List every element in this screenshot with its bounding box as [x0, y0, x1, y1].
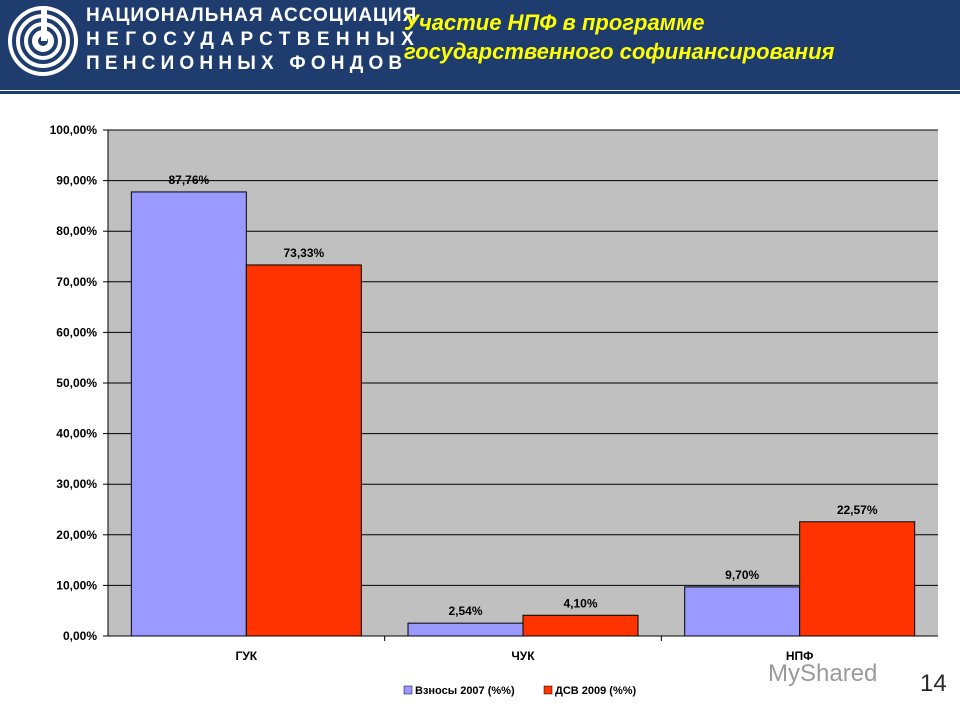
bar: [245, 264, 362, 637]
data-label: 2,54%: [448, 604, 482, 618]
slide-title: Участие НПФ в программе государственного…: [404, 8, 954, 66]
bar: [684, 586, 801, 637]
legend-label: ДСВ 2009 (%%): [555, 685, 637, 697]
x-tick-label: ГУК: [236, 649, 258, 663]
legend-label: Взносы 2007 (%%): [415, 685, 515, 697]
x-tick-label: НПФ: [786, 649, 814, 663]
x-tick-label: ЧУК: [511, 649, 535, 663]
watermark: MyShared: [768, 660, 878, 687]
header-bar: НАЦИОНАЛЬНАЯ АССОЦИАЦИЯ НЕГОСУДАРСТВЕННЫ…: [0, 0, 960, 90]
y-tick-label: 70,00%: [56, 275, 97, 289]
y-tick-label: 30,00%: [56, 477, 97, 491]
slide-title-line1: Участие НПФ в программе: [404, 10, 705, 35]
bar: [799, 521, 916, 637]
org-name-line3: ПЕНСИОННЫХ ФОНДОВ: [86, 53, 408, 74]
data-label: 73,33%: [283, 246, 324, 260]
y-tick-label: 0,00%: [63, 629, 97, 643]
slide-title-line2: государственного софинансирования: [404, 39, 835, 64]
data-label: 4,10%: [563, 596, 597, 610]
y-tick-label: 10,00%: [56, 578, 97, 592]
y-tick-label: 80,00%: [56, 224, 97, 238]
y-tick-label: 90,00%: [56, 174, 97, 188]
org-name-line2: НЕГОСУДАРСТВЕННЫХ: [86, 29, 421, 50]
legend-swatch: [403, 685, 413, 695]
page-number: 14: [920, 670, 947, 697]
y-tick-label: 100,00%: [50, 123, 98, 137]
bar-chart: 0,00% 10,00% 20,00% 30,00% 40,00% 50,00% 60,00…: [50, 123, 938, 697]
bar: [130, 191, 247, 637]
data-label: 87,76%: [168, 173, 209, 187]
y-tick-label: 60,00%: [56, 325, 97, 339]
legend-swatch: [543, 685, 553, 695]
org-name-line1: НАЦИОНАЛЬНАЯ АССОЦИАЦИЯ: [86, 5, 418, 26]
bar: [522, 614, 639, 637]
header-divider: [0, 91, 960, 94]
data-label: 9,70%: [725, 568, 759, 582]
bar: [407, 622, 524, 637]
y-tick-label: 20,00%: [56, 528, 97, 542]
data-label: 22,57%: [837, 503, 878, 517]
y-tick-label: 40,00%: [56, 427, 97, 441]
spiral-logo-icon: [8, 6, 78, 76]
y-tick-label: 50,00%: [56, 376, 97, 390]
org-name: НАЦИОНАЛЬНАЯ АССОЦИАЦИЯ НЕГОСУДАРСТВЕННЫ…: [86, 4, 420, 76]
